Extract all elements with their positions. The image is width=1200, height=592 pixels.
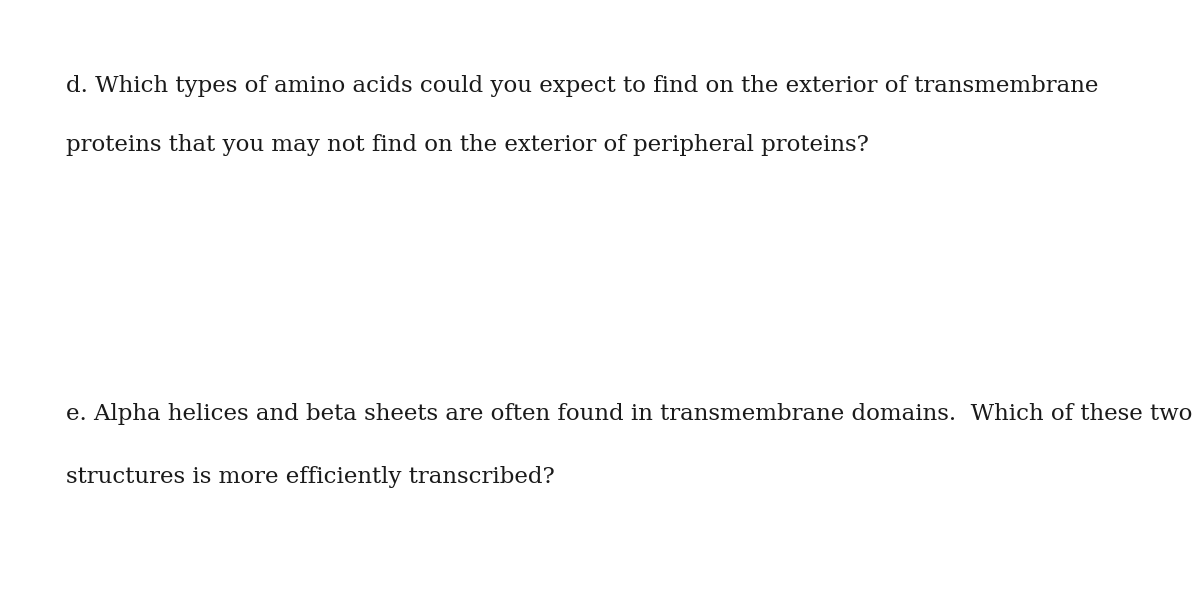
Text: e. Alpha helices and beta sheets are often found in transmembrane domains.  Whic: e. Alpha helices and beta sheets are oft… bbox=[66, 403, 1193, 426]
Text: structures is more efficiently transcribed?: structures is more efficiently transcrib… bbox=[66, 465, 554, 488]
Text: d. Which types of amino acids could you expect to find on the exterior of transm: d. Which types of amino acids could you … bbox=[66, 75, 1098, 97]
Text: proteins that you may not find on the exterior of peripheral proteins?: proteins that you may not find on the ex… bbox=[66, 134, 869, 156]
